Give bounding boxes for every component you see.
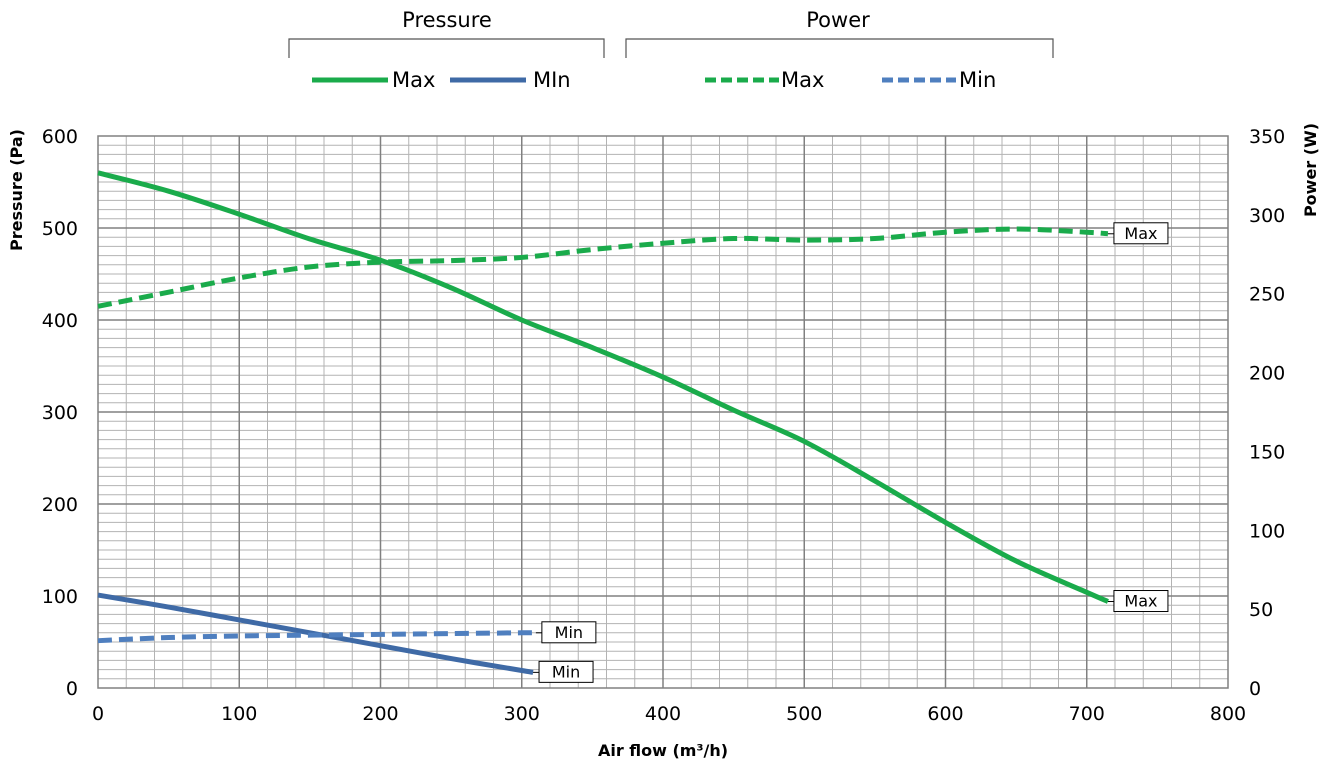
end-label-pressure-max: Max	[1107, 590, 1169, 613]
left-y-tick-label: 300	[42, 402, 78, 424]
x-tick-label: 0	[92, 703, 104, 725]
end-label-power-max: Max	[1107, 222, 1169, 245]
end-label-power-min: Min	[535, 621, 597, 644]
left-axis-title: Pressure (Pa)	[7, 129, 26, 251]
legend-label-pressure-max: Max	[392, 68, 435, 92]
series-end-labels: Max Min Max Min	[533, 222, 1169, 683]
end-label-box	[1113, 222, 1169, 245]
legend-label-power-max: Max	[781, 68, 824, 92]
end-label-box	[538, 660, 594, 683]
right-y-tick-label: 350	[1249, 126, 1285, 148]
x-tick-label: 400	[645, 703, 681, 725]
legend-bracket-power	[625, 38, 1054, 58]
left-y-tick-label: 100	[42, 586, 78, 608]
end-label-text: Min	[552, 662, 580, 681]
legend-bracket-pressure	[288, 38, 605, 58]
end-label-pressure-min: Min	[533, 660, 594, 683]
legend-group-title-power: Power	[806, 8, 870, 32]
left-y-tick-label: 600	[42, 126, 78, 148]
series-line-pressure-max	[97, 170, 1109, 604]
left-y-tick-label: 0	[66, 678, 78, 700]
x-tick-label: 800	[1210, 703, 1246, 725]
right-y-tick-label: 50	[1249, 599, 1273, 621]
right-axis-tick-labels: 0 50 100 150 200 250 300 350	[1249, 126, 1285, 700]
x-tick-label: 600	[927, 703, 963, 725]
left-y-tick-label: 500	[42, 218, 78, 240]
series-line-power-min	[97, 630, 536, 644]
end-label-text: Min	[555, 623, 583, 642]
left-y-tick-label: 200	[42, 494, 78, 516]
x-tick-label: 300	[504, 703, 540, 725]
right-y-tick-label: 150	[1249, 441, 1285, 463]
right-y-tick-label: 200	[1249, 363, 1285, 385]
end-label-box	[1113, 590, 1169, 613]
legend-group-title-pressure: Pressure	[402, 8, 492, 32]
legend-label-power-min: Min	[959, 68, 996, 92]
right-y-tick-label: 300	[1249, 205, 1285, 227]
plot-area-frame	[97, 135, 1229, 689]
right-y-tick-label: 100	[1249, 520, 1285, 542]
end-label-text: Max	[1124, 592, 1157, 611]
right-y-tick-label: 0	[1249, 678, 1261, 700]
legend-label-pressure-min: MIn	[533, 68, 571, 92]
left-y-tick-label: 400	[42, 310, 78, 332]
right-axis-title: Power (W)	[1301, 123, 1320, 217]
x-tick-label: 700	[1069, 703, 1105, 725]
x-axis-title: Air flow (m³/h)	[598, 741, 728, 760]
right-y-tick-label: 250	[1249, 284, 1285, 306]
end-label-box	[541, 621, 597, 644]
x-tick-label: 200	[362, 703, 398, 725]
left-axis-tick-labels: 0 100 200 300 400 500 600	[42, 126, 78, 700]
x-tick-label: 500	[786, 703, 822, 725]
x-tick-label: 100	[221, 703, 257, 725]
series-line-pressure-min	[97, 592, 534, 675]
legend: Pressure Power Max MIn Max Min	[288, 8, 1054, 92]
series-layer	[97, 170, 1109, 675]
series-line-power-max	[97, 226, 1109, 309]
end-label-text: Max	[1124, 224, 1157, 243]
x-axis-tick-labels: 0 100 200 300 400 500 600 700 800	[92, 703, 1246, 725]
